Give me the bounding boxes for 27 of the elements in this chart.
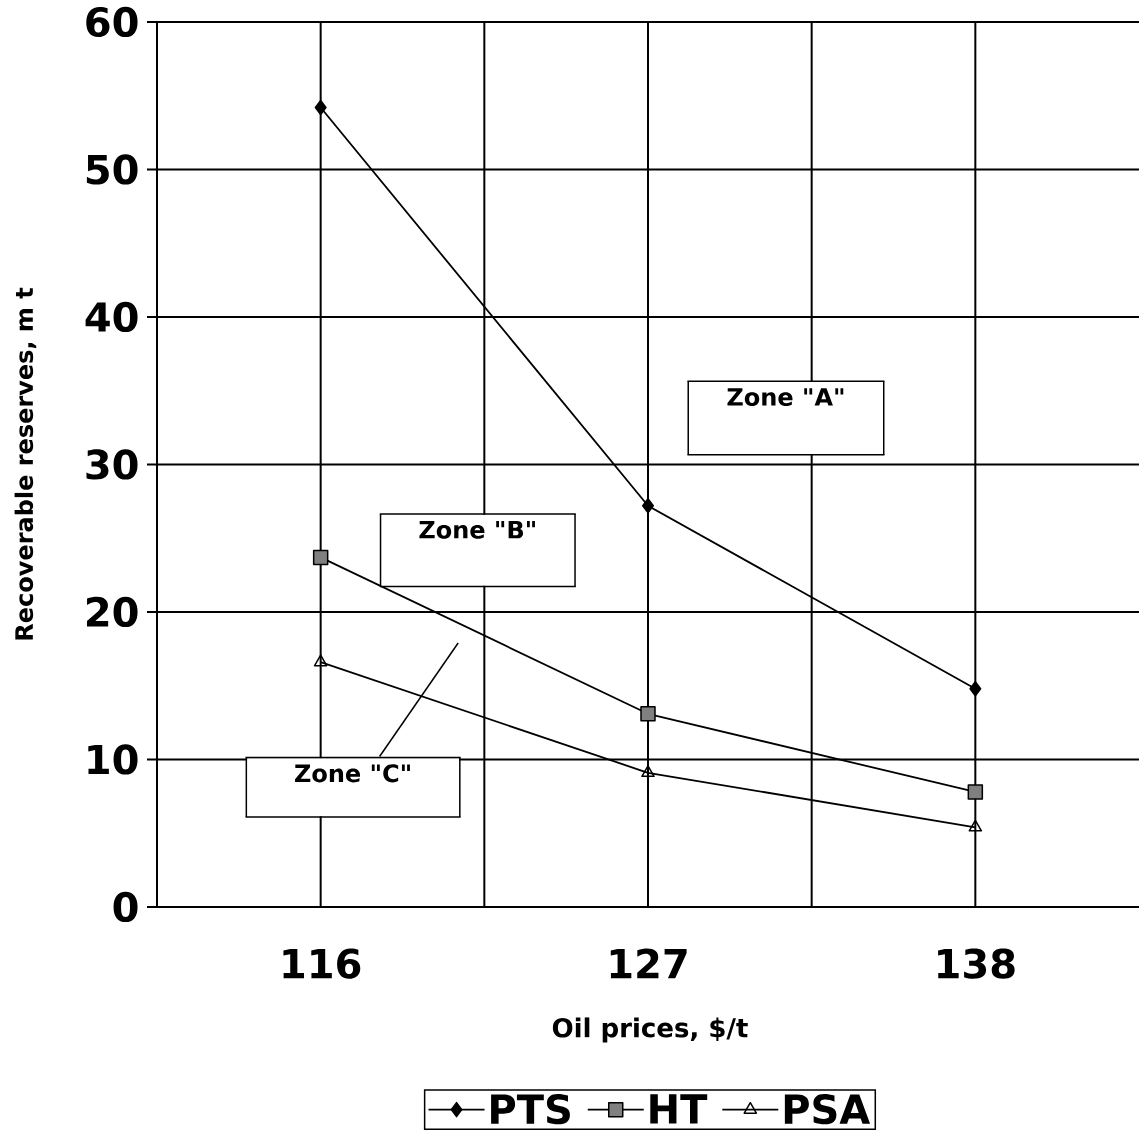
y-tick-label: 50: [86, 154, 138, 185]
y-tick-label: 0: [113, 891, 138, 923]
point: [312, 549, 329, 566]
point: [313, 654, 328, 667]
y-tick-label: 10: [88, 744, 138, 775]
y-tick-label: 40: [85, 301, 138, 333]
point: [967, 784, 984, 800]
legend-label: PSA: [784, 1094, 871, 1125]
x-tick-label: 116: [283, 948, 361, 979]
x-tick-label: 127: [610, 948, 687, 979]
annotation: Zone "A": [727, 388, 844, 406]
point: [968, 819, 983, 832]
point: [969, 680, 982, 697]
annotation: Zone "C": [295, 764, 410, 783]
x-axis-title: Oil prices, $/t: [552, 1017, 748, 1043]
point: [314, 99, 327, 116]
legend-label: PTS: [491, 1094, 570, 1125]
y-axis-title: Recoverable reserves, m t: [14, 287, 37, 640]
legend-label: HT: [650, 1094, 708, 1124]
point: [642, 498, 654, 514]
y-tick-label: 20: [86, 596, 138, 628]
y-tick-label: 60: [86, 6, 138, 38]
point: [640, 706, 656, 722]
x-tick-label: 138: [938, 948, 1015, 979]
y-tick-label: 30: [86, 449, 138, 480]
annotation: Zone "B": [419, 520, 535, 539]
point: [641, 765, 655, 778]
